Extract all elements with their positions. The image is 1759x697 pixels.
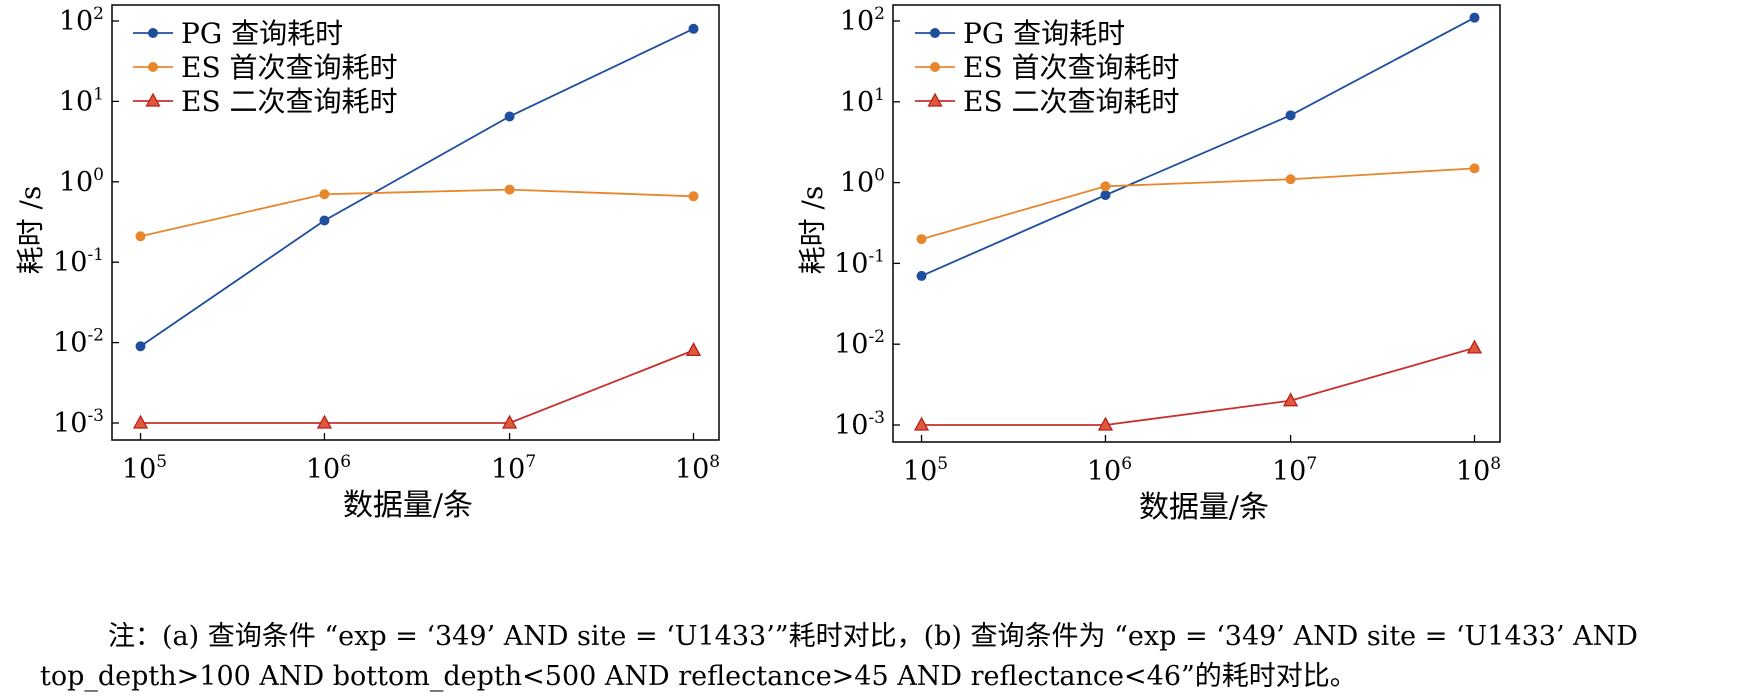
legend-marker bbox=[930, 62, 940, 72]
y-tick-label: 10-1 bbox=[834, 246, 885, 279]
data-point bbox=[1285, 174, 1296, 185]
x-tick-label: 106 bbox=[1087, 454, 1132, 487]
series-line bbox=[921, 16, 1475, 277]
y-axis-label: 耗时 /s bbox=[14, 186, 47, 275]
series-line bbox=[140, 27, 694, 348]
y-tick-label: 10-1 bbox=[53, 245, 104, 278]
legend-marker bbox=[927, 92, 943, 107]
x-tick-label: 108 bbox=[1456, 454, 1501, 487]
data-point bbox=[135, 341, 146, 352]
y-tick-label: 102 bbox=[59, 4, 104, 37]
series-line bbox=[921, 347, 1475, 426]
data-point bbox=[913, 416, 930, 431]
data-point bbox=[688, 23, 699, 34]
legend-marker bbox=[148, 28, 158, 38]
x-tick-label: 108 bbox=[675, 452, 720, 485]
y-tick-label: 10-3 bbox=[53, 406, 104, 439]
y-tick-label: 100 bbox=[840, 166, 885, 199]
y-tick-label: 10-2 bbox=[834, 327, 885, 360]
legend-label: PG 查询耗时 bbox=[181, 17, 343, 50]
y-tick-label: 10-3 bbox=[834, 408, 885, 441]
data-point bbox=[501, 414, 518, 429]
y-tick-label: 100 bbox=[59, 165, 104, 198]
x-tick-label: 107 bbox=[491, 452, 536, 485]
y-tick-label: 10-2 bbox=[53, 326, 104, 359]
y-axis-label: 耗时 /s bbox=[796, 186, 829, 275]
y-tick-label: 101 bbox=[59, 84, 104, 117]
x-axis-label: 数据量/条 bbox=[1139, 490, 1269, 525]
data-point bbox=[1469, 163, 1480, 174]
x-axis-label: 数据量/条 bbox=[343, 488, 473, 523]
x-tick-label: 105 bbox=[903, 454, 948, 487]
series-line bbox=[140, 188, 694, 238]
y-tick-label: 102 bbox=[840, 4, 885, 37]
x-tick-label: 106 bbox=[306, 452, 351, 485]
data-point bbox=[135, 231, 146, 242]
figure-caption: 注：(a) 查询条件 “exp = ‘349’ AND site = ‘U143… bbox=[40, 617, 1755, 697]
legend-marker bbox=[930, 28, 940, 38]
data-point bbox=[504, 111, 515, 122]
legend-label: ES 首次查询耗时 bbox=[963, 51, 1180, 84]
data-point bbox=[1097, 416, 1114, 431]
chart-b: 10-3 10-2 10-1 100 101 102 105 106 107 108 数据量/条 耗时… bbox=[796, 4, 1501, 525]
data-point bbox=[916, 270, 927, 281]
data-point bbox=[319, 215, 330, 226]
series-line bbox=[921, 167, 1475, 240]
data-point bbox=[319, 189, 330, 200]
legend-label: ES 二次查询耗时 bbox=[963, 85, 1180, 118]
plot-frame bbox=[111, 4, 720, 441]
legend-label: ES 首次查询耗时 bbox=[181, 51, 398, 84]
series-line bbox=[140, 349, 694, 424]
data-point bbox=[1100, 181, 1111, 192]
caption-line-1: 注：(a) 查询条件 “exp = ‘349’ AND site = ‘U143… bbox=[108, 621, 1638, 652]
data-point bbox=[132, 414, 149, 429]
legend-label: ES 二次查询耗时 bbox=[181, 85, 398, 118]
data-point bbox=[685, 342, 702, 357]
caption-line-2: top_depth>100 AND bottom_depth<500 AND r… bbox=[40, 661, 1357, 692]
plot-frame bbox=[892, 4, 1501, 443]
data-point bbox=[1100, 190, 1111, 201]
data-point bbox=[1282, 392, 1299, 407]
data-point bbox=[1285, 110, 1296, 121]
data-point bbox=[504, 184, 515, 195]
legend-marker bbox=[148, 62, 158, 72]
legend-label: PG 查询耗时 bbox=[963, 17, 1125, 50]
data-point bbox=[688, 191, 699, 202]
x-tick-label: 107 bbox=[1272, 454, 1317, 487]
data-point bbox=[1466, 339, 1483, 354]
data-point bbox=[1469, 12, 1480, 23]
charts-canvas: 10-3 10-2 10-1 100 101 102 105 106 107 108 数据量/条 耗时… bbox=[14, 4, 1501, 525]
data-point bbox=[316, 414, 333, 429]
data-point bbox=[916, 234, 927, 245]
x-tick-label: 105 bbox=[122, 452, 167, 485]
chart-a: 10-3 10-2 10-1 100 101 102 105 106 107 108 数据量/条 耗时… bbox=[14, 4, 720, 523]
legend-marker bbox=[145, 92, 161, 107]
y-tick-label: 101 bbox=[840, 85, 885, 118]
